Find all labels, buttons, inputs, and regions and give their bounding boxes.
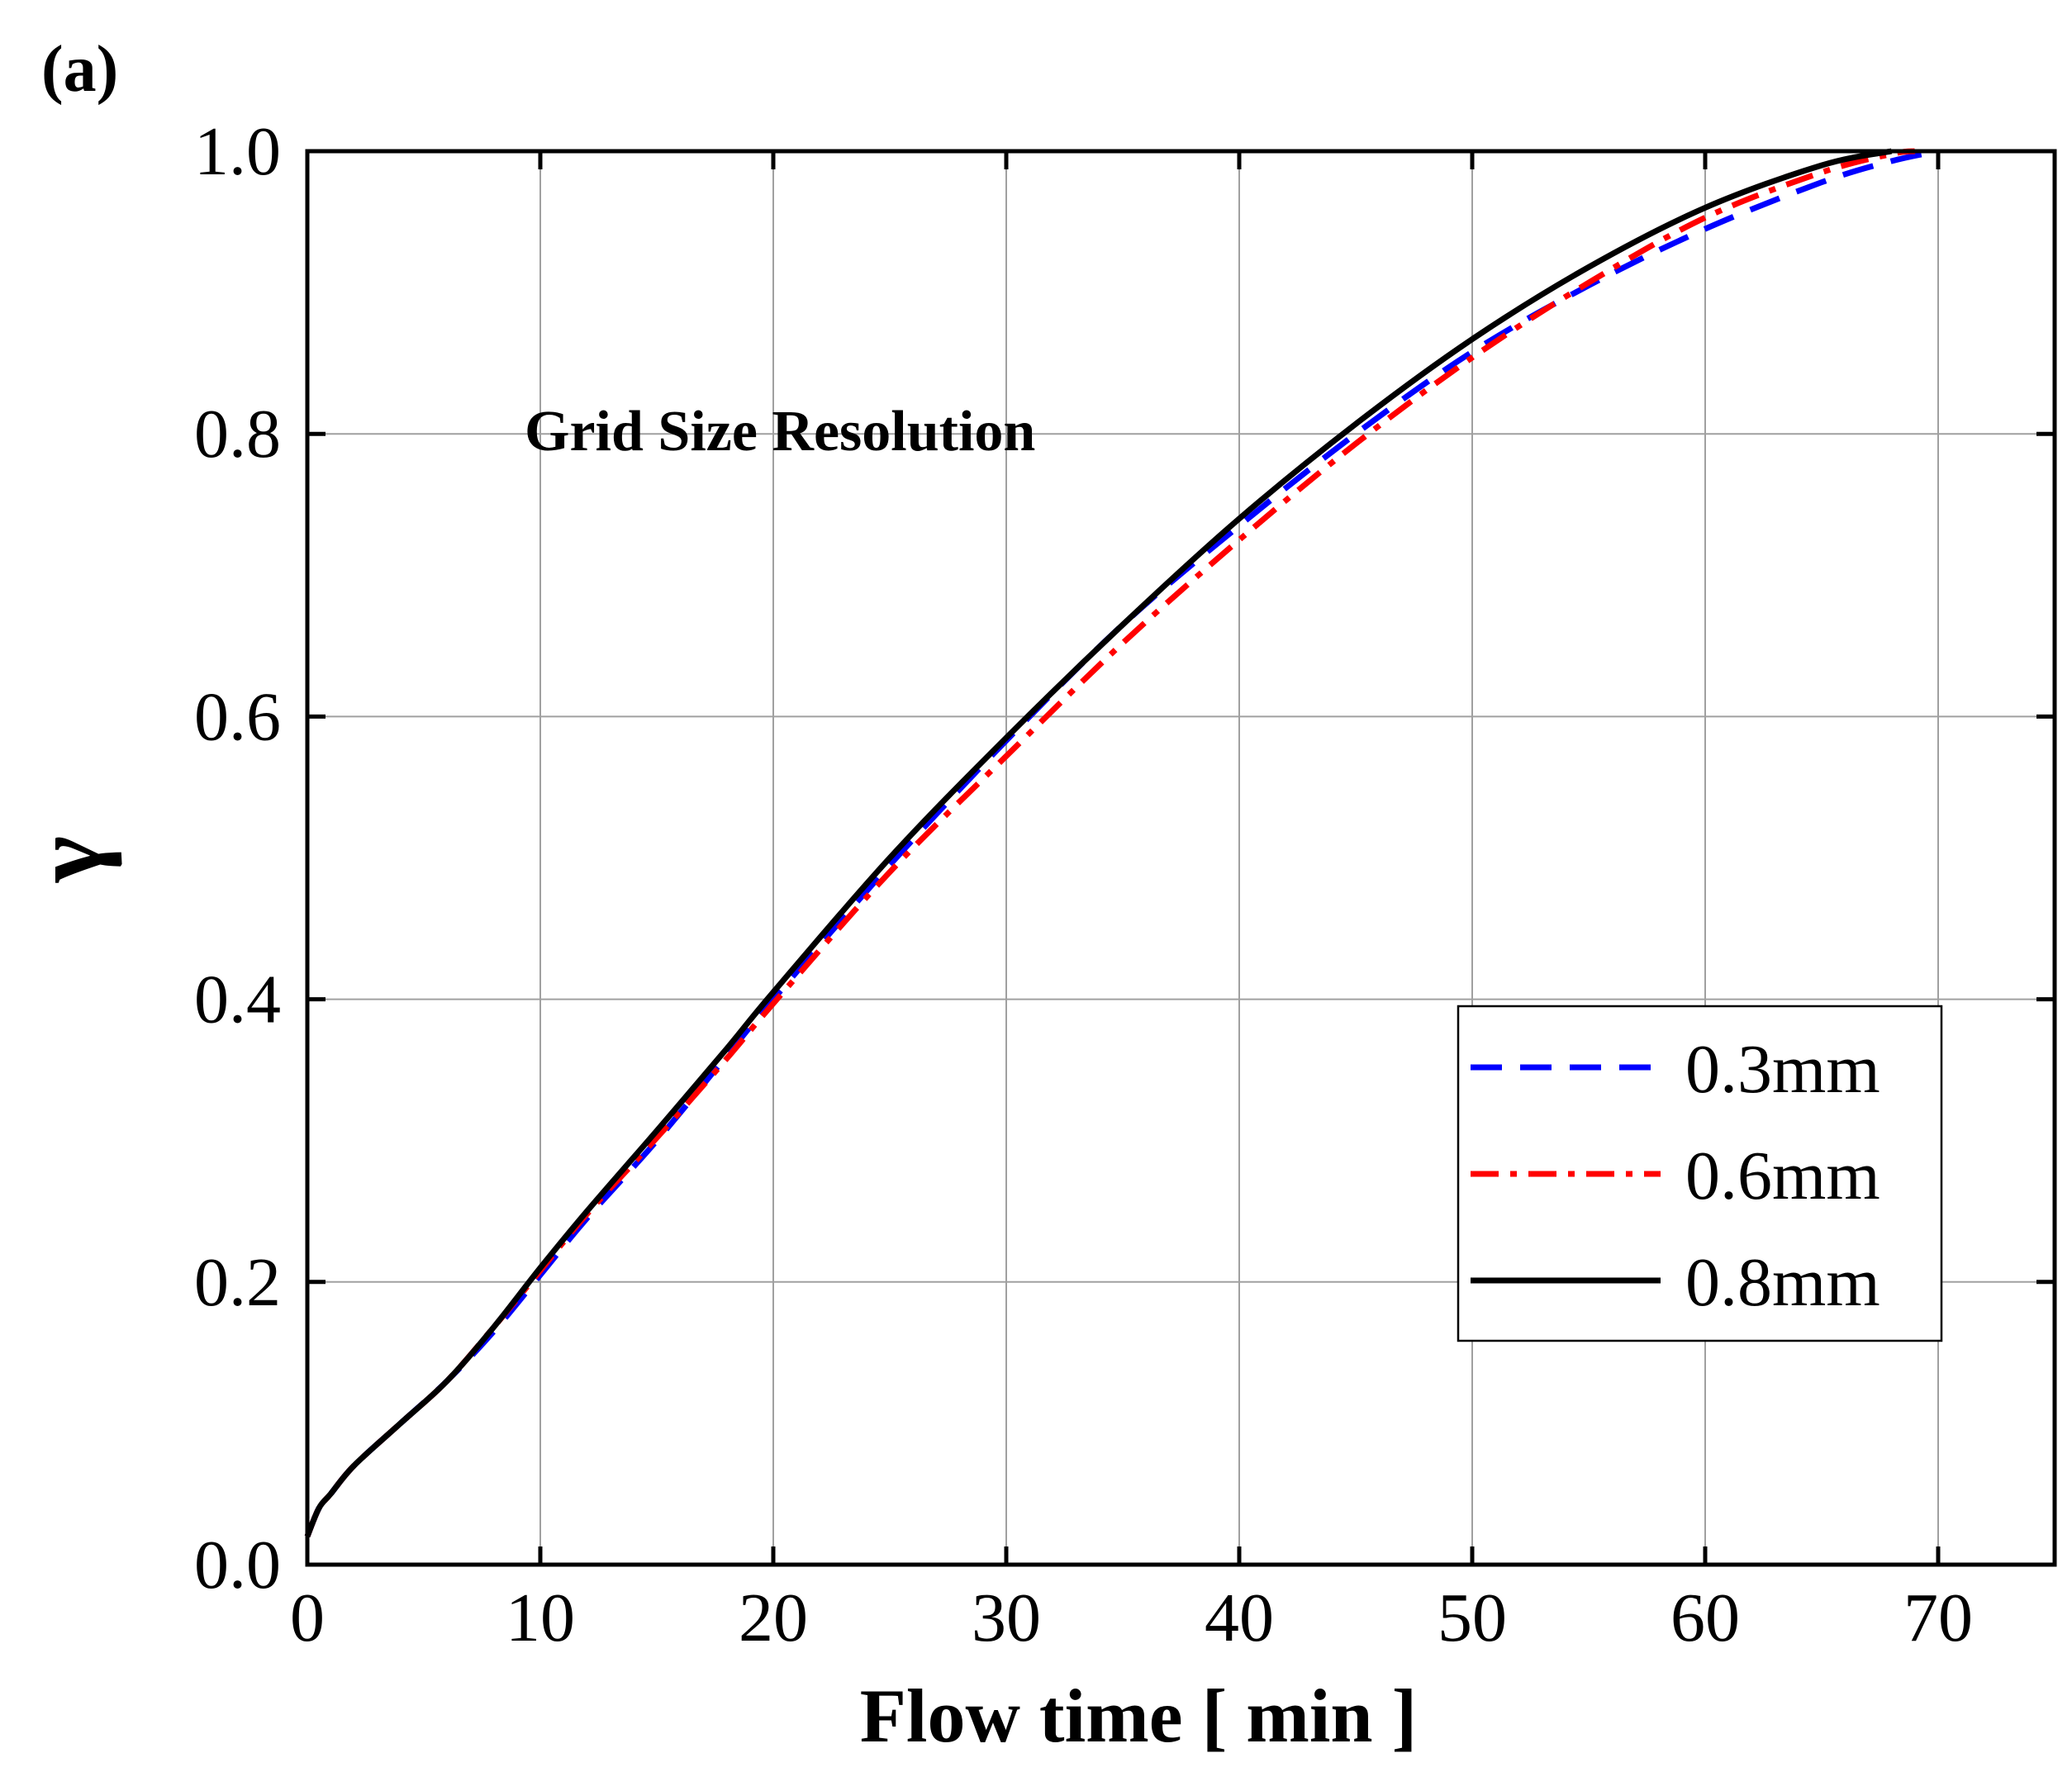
- annotation-text: Grid Size Resolution: [525, 400, 1035, 463]
- y-tick-label-0.8: 0.8: [194, 396, 281, 473]
- ticks: [305, 149, 2055, 1567]
- series-layer: [304, 148, 1939, 1538]
- y-tick-label-0: 0.0: [194, 1527, 281, 1603]
- legend: 0.3mm 0.6mm 0.8mm: [1457, 1005, 1943, 1342]
- x-tick-label-0: 0: [290, 1580, 325, 1656]
- grid: [307, 151, 2055, 1565]
- x-tick-label-20: 20: [739, 1580, 808, 1656]
- x-tick-label-60: 60: [1670, 1580, 1740, 1656]
- series-line-0.3mm: [304, 148, 1939, 1538]
- panel-label: (a): [41, 33, 118, 106]
- series-line-0.8mm: [304, 148, 1893, 1538]
- x-tick-label-50: 50: [1438, 1580, 1507, 1656]
- plot-frame: [305, 149, 2057, 1567]
- y-tick-label-1: 1.0: [194, 113, 281, 190]
- y-axis-title: γ: [12, 836, 122, 883]
- legend-label-0.3mm: 0.3mm: [1685, 1031, 1880, 1108]
- x-tick-label-70: 70: [1903, 1580, 1973, 1656]
- x-tick-label-40: 40: [1205, 1580, 1274, 1656]
- y-tick-label-0.2: 0.2: [194, 1244, 281, 1321]
- x-tick-label-10: 10: [506, 1580, 575, 1656]
- tick-labels: 0 10 20 30 40 50 60 70 0.0 0.2 0.4 0.6 0.8 1.0: [194, 113, 1973, 1656]
- x-tick-label-30: 30: [972, 1580, 1041, 1656]
- y-tick-label-0.4: 0.4: [194, 962, 281, 1038]
- legend-label-0.6mm: 0.6mm: [1685, 1138, 1880, 1214]
- x-axis-title: Flow time [ min ]: [860, 1674, 1418, 1758]
- y-tick-label-0.6: 0.6: [194, 678, 281, 755]
- legend-label-0.8mm: 0.8mm: [1685, 1244, 1880, 1321]
